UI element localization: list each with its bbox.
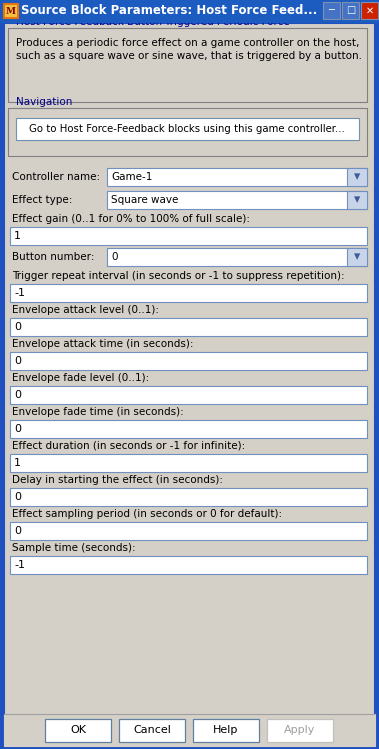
Text: Controller name:: Controller name:: [12, 172, 100, 182]
Text: Square wave: Square wave: [111, 195, 179, 205]
Bar: [347, 248, 367, 266]
Bar: [0, 0, 379, 22]
Text: Envelope fade level (0..1):: Envelope fade level (0..1):: [12, 373, 149, 383]
Bar: [347, 168, 367, 186]
Bar: [361, 2, 378, 19]
Bar: [10, 454, 367, 472]
Text: Source Block Parameters: Host Force Feed...: Source Block Parameters: Host Force Feed…: [21, 4, 317, 17]
Bar: [323, 2, 340, 19]
Text: -1: -1: [14, 288, 25, 298]
Bar: [193, 719, 259, 742]
Bar: [342, 2, 359, 19]
Bar: [347, 191, 367, 209]
Text: Effect type:: Effect type:: [12, 195, 72, 205]
Bar: [10, 556, 367, 574]
Bar: [16, 118, 359, 140]
Text: 0: 0: [14, 356, 21, 366]
Bar: [8, 28, 367, 102]
Text: Produces a periodic force effect on a game controller on the host,: Produces a periodic force effect on a ga…: [16, 38, 359, 48]
Text: 1: 1: [14, 231, 21, 241]
Text: ─: ─: [329, 5, 334, 16]
Text: ▾: ▾: [354, 250, 360, 264]
Text: 0: 0: [14, 390, 21, 400]
Text: 1: 1: [14, 458, 21, 468]
Bar: [10, 284, 367, 302]
Bar: [10, 318, 367, 336]
Text: Envelope attack level (0..1):: Envelope attack level (0..1):: [12, 305, 159, 315]
Text: such as a square wave or sine wave, that is triggered by a button.: such as a square wave or sine wave, that…: [16, 51, 362, 61]
Bar: [4, 714, 375, 746]
Text: 0: 0: [14, 526, 21, 536]
Text: 0: 0: [14, 322, 21, 332]
Text: Button number:: Button number:: [12, 252, 94, 262]
Text: Effect duration (in seconds or -1 for infinite):: Effect duration (in seconds or -1 for in…: [12, 441, 245, 451]
Text: 0: 0: [14, 492, 21, 502]
Text: ▾: ▾: [354, 193, 360, 207]
Text: -1: -1: [14, 560, 25, 570]
Text: Apply: Apply: [284, 725, 316, 735]
Text: ✕: ✕: [365, 5, 374, 16]
Text: ▾: ▾: [354, 171, 360, 184]
Text: OK: OK: [70, 725, 86, 735]
Bar: [10, 488, 367, 506]
Bar: [107, 248, 367, 266]
Text: Game-1: Game-1: [111, 172, 152, 182]
Text: Delay in starting the effect (in seconds):: Delay in starting the effect (in seconds…: [12, 475, 223, 485]
Text: Cancel: Cancel: [133, 725, 171, 735]
Text: M: M: [6, 7, 16, 16]
Text: Navigation: Navigation: [16, 97, 72, 107]
Bar: [267, 719, 333, 742]
Bar: [5, 5, 16, 16]
Bar: [107, 168, 367, 186]
Text: Trigger repeat interval (in seconds or -1 to suppress repetition):: Trigger repeat interval (in seconds or -…: [12, 271, 345, 281]
Text: Effect gain (0..1 for 0% to 100% of full scale):: Effect gain (0..1 for 0% to 100% of full…: [12, 214, 250, 224]
Text: 0: 0: [111, 252, 117, 262]
Text: Help: Help: [213, 725, 239, 735]
Text: Envelope attack time (in seconds):: Envelope attack time (in seconds):: [12, 339, 194, 349]
Text: □: □: [346, 5, 355, 16]
Text: Sample time (seconds):: Sample time (seconds):: [12, 543, 136, 553]
Bar: [10, 386, 367, 404]
Bar: [10, 227, 367, 245]
Text: Host Force Feedback Button-Triggered Periodic Force: Host Force Feedback Button-Triggered Per…: [16, 17, 290, 27]
Text: Envelope fade time (in seconds):: Envelope fade time (in seconds):: [12, 407, 184, 417]
Bar: [8, 108, 367, 156]
Bar: [10, 420, 367, 438]
Bar: [10, 522, 367, 540]
Text: Go to Host Force-Feedback blocks using this game controller...: Go to Host Force-Feedback blocks using t…: [29, 124, 345, 134]
Bar: [10, 352, 367, 370]
Bar: [3, 3, 18, 18]
Bar: [107, 191, 367, 209]
Text: 0: 0: [14, 424, 21, 434]
Bar: [45, 719, 111, 742]
Bar: [119, 719, 185, 742]
Text: Effect sampling period (in seconds or 0 for default):: Effect sampling period (in seconds or 0 …: [12, 509, 282, 519]
